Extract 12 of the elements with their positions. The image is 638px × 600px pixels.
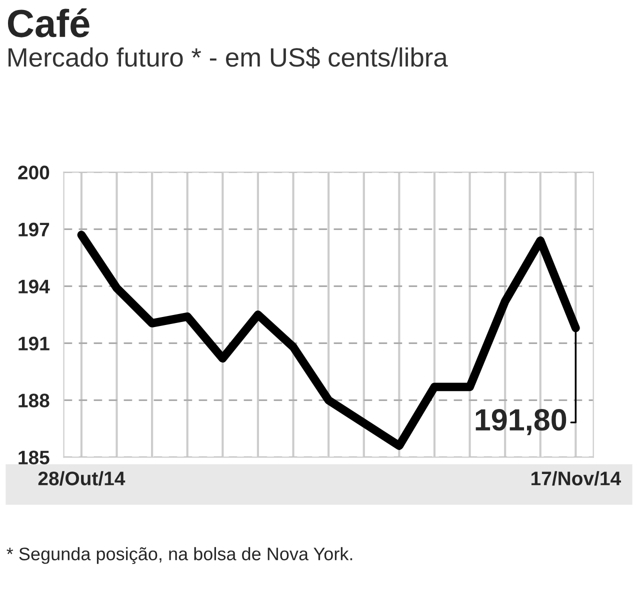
y-tick-label: 200 xyxy=(18,166,50,180)
annotation: 191,80 xyxy=(476,409,566,436)
chart-title: Café xyxy=(8,8,90,38)
y-tick-label: 197 xyxy=(18,222,50,236)
text: * Segunda posição, na bolsa de Nova York. xyxy=(6,547,352,564)
y-tick-label: 185 xyxy=(18,450,50,464)
x-tick-label: 17/Nov/14 xyxy=(532,471,621,486)
y-tick-label: 191 xyxy=(18,336,50,350)
y-tick-label: 194 xyxy=(18,280,50,294)
y-tick-label: 188 xyxy=(18,394,50,408)
chart-subtitle: Mercado futuro * - em US$ cents/libra xyxy=(8,46,448,68)
x-tick-label: 28/Out/14 xyxy=(38,471,126,486)
